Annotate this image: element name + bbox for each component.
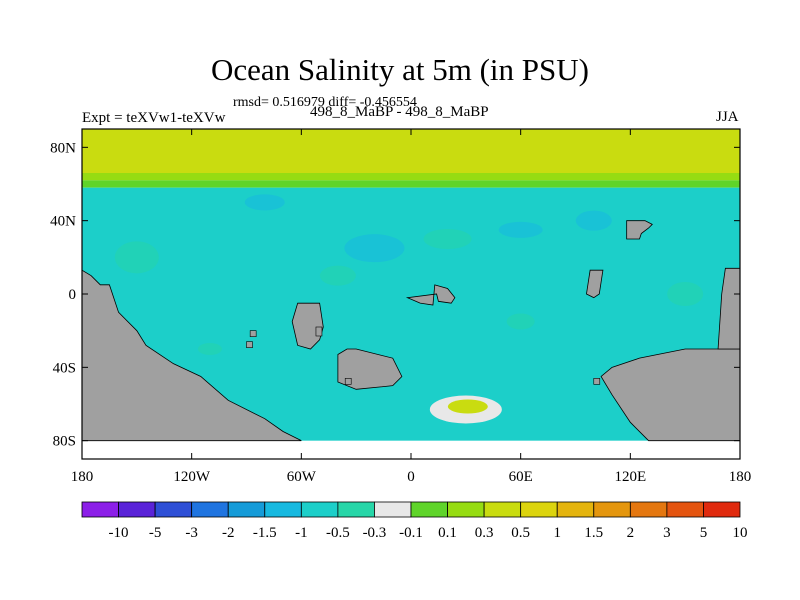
colorbar-swatch [410, 501, 448, 518]
runs-label: 498_8_MaBP - 498_8_MaBP [310, 104, 489, 120]
field-patch [319, 265, 356, 286]
y-tick-label: 80S [53, 434, 76, 450]
land-polygon [337, 348, 403, 390]
land-island [344, 378, 352, 385]
field-band [82, 180, 740, 188]
y-tick-label: 80N [50, 140, 76, 156]
colorbar-label: -2 [222, 525, 235, 541]
colorbar-swatch [118, 501, 156, 518]
land-island [249, 330, 257, 337]
y-tick-label: 40S [53, 360, 76, 376]
colorbar-label: 2 [627, 525, 635, 541]
y-tick-label: 40N [50, 214, 76, 230]
land-polygon [291, 302, 324, 350]
land-mask [82, 220, 740, 442]
y-tick-label: 0 [69, 287, 77, 303]
colorbar-label: 0.5 [511, 525, 530, 541]
field-patch [498, 221, 543, 238]
colorbar-label: -5 [149, 525, 162, 541]
field-patch [575, 210, 612, 231]
colorbar: -10 -5 -3 -2 -1.5 -1 -0.5 -0.3 -0.1 0.1 0.3 0.5 1 1.5… [81, 501, 748, 541]
land-island [315, 326, 323, 337]
colorbar-swatch [593, 501, 631, 518]
x-tick-label: 60E [509, 469, 533, 485]
x-tick-label: 180 [729, 469, 752, 485]
colorbar-swatch [520, 501, 558, 518]
colorbar-label: -0.5 [326, 525, 350, 541]
field-patch [344, 234, 405, 263]
colorbar-label: 0.1 [438, 525, 457, 541]
y-axis: 80N 40N 0 40S 80S [50, 140, 740, 450]
colorbar-swatch [227, 501, 266, 518]
land-polygon [600, 348, 740, 442]
colorbar-swatch [264, 501, 302, 518]
land-polygon [586, 269, 604, 299]
anomaly-core [447, 399, 488, 414]
land-island [593, 378, 601, 385]
field-patch [667, 282, 704, 306]
x-tick-label: 120E [614, 469, 646, 485]
colorbar-label: 10 [733, 525, 748, 541]
season-label: JJA [716, 109, 739, 125]
chart-title: Ocean Salinity at 5m (in PSU) [211, 52, 589, 87]
field-band [82, 129, 740, 173]
colorbar-swatch [374, 501, 412, 518]
colorbar-swatch [337, 501, 375, 518]
stats-line: rmsd= 0.516979 diff= -0.456554 [233, 95, 417, 110]
land-polygon [626, 220, 653, 240]
colorbar-label: 1.5 [584, 525, 603, 541]
colorbar-swatch [300, 501, 339, 518]
x-tick-label: 180 [71, 469, 94, 485]
field-patch [506, 313, 535, 330]
x-axis: 180 120W 60W 0 60E 120E 180 [71, 129, 752, 485]
colorbar-swatch [556, 501, 595, 518]
colorbar-swatch [666, 501, 704, 518]
colorbar-label: -3 [185, 525, 198, 541]
field-patch [114, 241, 159, 274]
land-polygon [717, 267, 740, 350]
colorbar-label: 3 [663, 525, 671, 541]
x-tick-label: 0 [407, 469, 415, 485]
colorbar-swatch [483, 501, 522, 518]
colorbar-label: 5 [700, 525, 708, 541]
x-tick-label: 60W [287, 469, 317, 485]
land-polygon [82, 269, 302, 442]
colorbar-swatch [629, 501, 668, 518]
colorbar-swatch [154, 501, 193, 518]
colorbar-label: -0.1 [399, 525, 423, 541]
land-polygon [405, 284, 456, 306]
colorbar-label: 0.3 [475, 525, 494, 541]
colorbar-swatch [447, 501, 485, 518]
field-patch [197, 343, 222, 355]
colorbar-swatch [81, 501, 119, 518]
experiment-label: Expt = teXVw1-teXVw [82, 110, 226, 126]
colorbar-label: -1.5 [253, 525, 277, 541]
colorbar-swatch [191, 501, 229, 518]
colorbar-label: -1 [295, 525, 308, 541]
colorbar-label: -10 [109, 525, 129, 541]
colorbar-label: 1 [553, 525, 561, 541]
x-tick-label: 120W [173, 469, 211, 485]
field-patch [244, 194, 285, 211]
field-patch [423, 229, 472, 249]
colorbar-label: -0.3 [363, 525, 387, 541]
colorbar-swatch [703, 501, 741, 518]
field-band [82, 173, 740, 181]
land-island [246, 341, 253, 348]
